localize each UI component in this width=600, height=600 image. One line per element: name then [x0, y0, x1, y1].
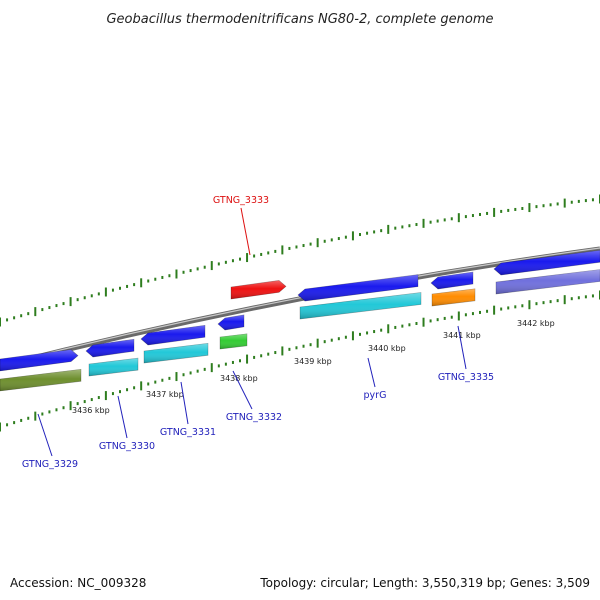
- map-title: Geobacillus thermodenitrificans NG80-2, …: [106, 12, 493, 27]
- outer-tick-track: [0, 194, 600, 327]
- inner-tick-track: [0, 290, 600, 432]
- gene-arrow-pyrg[interactable]: [299, 292, 422, 320]
- scale-label: 3442 kbp: [517, 319, 555, 328]
- gene-arrow-gtng-3332[interactable]: [219, 333, 248, 350]
- gene-arrow-blue[interactable]: [297, 274, 419, 302]
- gene-label-leader: [457, 325, 467, 370]
- gene-arrow-gtng-3330[interactable]: [88, 357, 139, 377]
- gene-arrow-purple[interactable]: [495, 269, 600, 295]
- genome-backbone-highlight: [0, 247, 600, 366]
- gene-label-gtng-3331[interactable]: GTNG_3331: [160, 427, 216, 438]
- scale-label: 3439 kbp: [294, 357, 332, 366]
- gene-label-gtng-3335[interactable]: GTNG_3335: [438, 372, 494, 383]
- accession-text: Accession: NC_009328: [10, 576, 146, 590]
- gene-arrow-gtng-3331[interactable]: [143, 342, 209, 364]
- gene-label-gtng-3332[interactable]: GTNG_3332: [226, 412, 282, 423]
- gene-label-leader: [232, 370, 253, 410]
- gene-label-leader: [37, 413, 53, 457]
- gene-label-leader: [180, 381, 189, 425]
- gene-label-gtng-3329[interactable]: GTNG_3329: [22, 459, 78, 470]
- gene-arrow-blue[interactable]: [217, 314, 245, 331]
- gene-label-gtng-3330[interactable]: GTNG_3330: [99, 441, 155, 452]
- gene-arrow-blue[interactable]: [85, 338, 135, 358]
- scale-label: 3436 kbp: [72, 406, 110, 415]
- gene-arrow-blue[interactable]: [140, 324, 206, 346]
- scale-label: 3440 kbp: [368, 344, 406, 353]
- gene-label-leader: [367, 357, 376, 388]
- scale-label: 3438 kbp: [220, 374, 258, 383]
- gene-arrow-gtng-3329[interactable]: [0, 368, 82, 392]
- scale-label: 3437 kbp: [146, 390, 184, 399]
- genome-summary-text: Topology: circular; Length: 3,550,319 bp…: [259, 576, 590, 590]
- gene-arrow-blue[interactable]: [0, 349, 79, 372]
- gene-label-pyrg[interactable]: pyrG: [364, 390, 387, 401]
- gene-arrow-gtng-3333[interactable]: [230, 280, 287, 300]
- gene-arrow-blue[interactable]: [493, 249, 600, 276]
- gene-arrow-gtng-3335[interactable]: [431, 288, 476, 307]
- gene-arrow-blue[interactable]: [430, 271, 474, 290]
- gene-label-gtng-3333[interactable]: GTNG_3333: [213, 195, 269, 206]
- gene-label-leader: [117, 395, 128, 439]
- gene-label-leader: [240, 207, 251, 256]
- scale-labels: 3436 kbp 3437 kbp 3438 kbp 3439 kbp 3440 kbp…: [72, 319, 555, 415]
- gene-labels: GTNG_3329 GTNG_3330 GTNG_3331 GTNG_3332 GTNG…: [22, 195, 494, 470]
- feature-track: [0, 249, 600, 392]
- scale-label: 3441 kbp: [443, 331, 481, 340]
